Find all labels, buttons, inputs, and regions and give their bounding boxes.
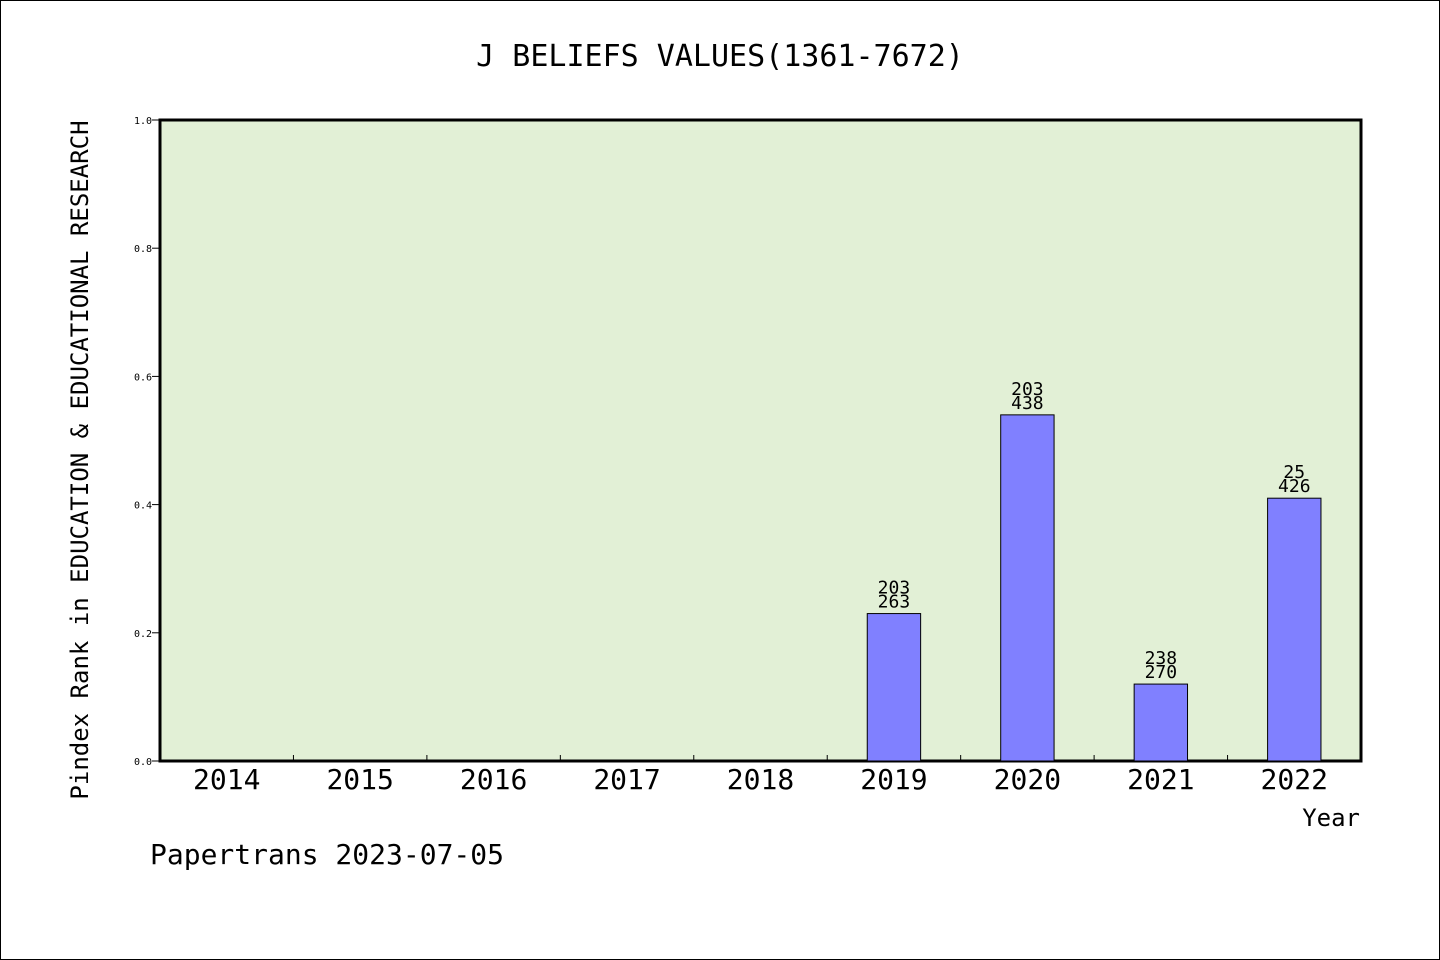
bars [866, 414, 1322, 762]
x-tick-label: 2020 [994, 763, 1061, 796]
y-tick-label: 1.0 [134, 116, 152, 127]
y-tick-label: 0.0 [134, 757, 152, 768]
x-tick-label: 2015 [326, 763, 393, 796]
x-tick-label: 2016 [460, 763, 527, 796]
bar-2019 [866, 613, 922, 762]
x-tick-label: 2022 [1261, 763, 1328, 796]
x-tick-label: 2021 [1127, 763, 1194, 796]
y-tick-label: 0.4 [134, 501, 152, 512]
data-label-bottom: 426 [1278, 476, 1311, 497]
data-label-bottom: 263 [878, 592, 911, 613]
chart-title: J BELIEFS VALUES(1361-7672) [476, 39, 964, 74]
bar-2020 [1000, 414, 1055, 762]
y-tick-label: 0.6 [134, 372, 152, 383]
data-label-bottom: 438 [1011, 393, 1044, 414]
y-tick-label: 0.8 [134, 244, 152, 255]
footer-credit: Papertrans 2023-07-05 [150, 838, 504, 871]
plot-area [158, 118, 1363, 763]
x-tick-label: 2017 [593, 763, 660, 796]
x-axis-label: Year [1302, 804, 1360, 832]
x-tick-label: 2018 [727, 763, 794, 796]
data-label-top: 25 [1283, 462, 1305, 483]
x-axis-ticks: 2014 2015 2016 2017 2018 2019 2020 2021 2022 [193, 755, 1328, 796]
bar-2021 [1133, 683, 1189, 762]
x-tick-label: 2014 [193, 763, 260, 796]
y-tick-label: 0.2 [134, 629, 152, 640]
y-axis-label: Pindex Rank in EDUCATION & EDUCATIONAL R… [66, 120, 94, 799]
bar-2022 [1267, 497, 1322, 762]
data-label-bottom: 270 [1145, 662, 1178, 683]
data-label-top: 203 [1011, 379, 1044, 400]
data-label-top: 203 [878, 578, 911, 599]
x-tick-label: 2019 [860, 763, 927, 796]
y-axis-ticks: 0.0 0.2 0.4 0.6 0.8 1.0 [134, 116, 160, 768]
data-label-top: 238 [1145, 648, 1178, 669]
